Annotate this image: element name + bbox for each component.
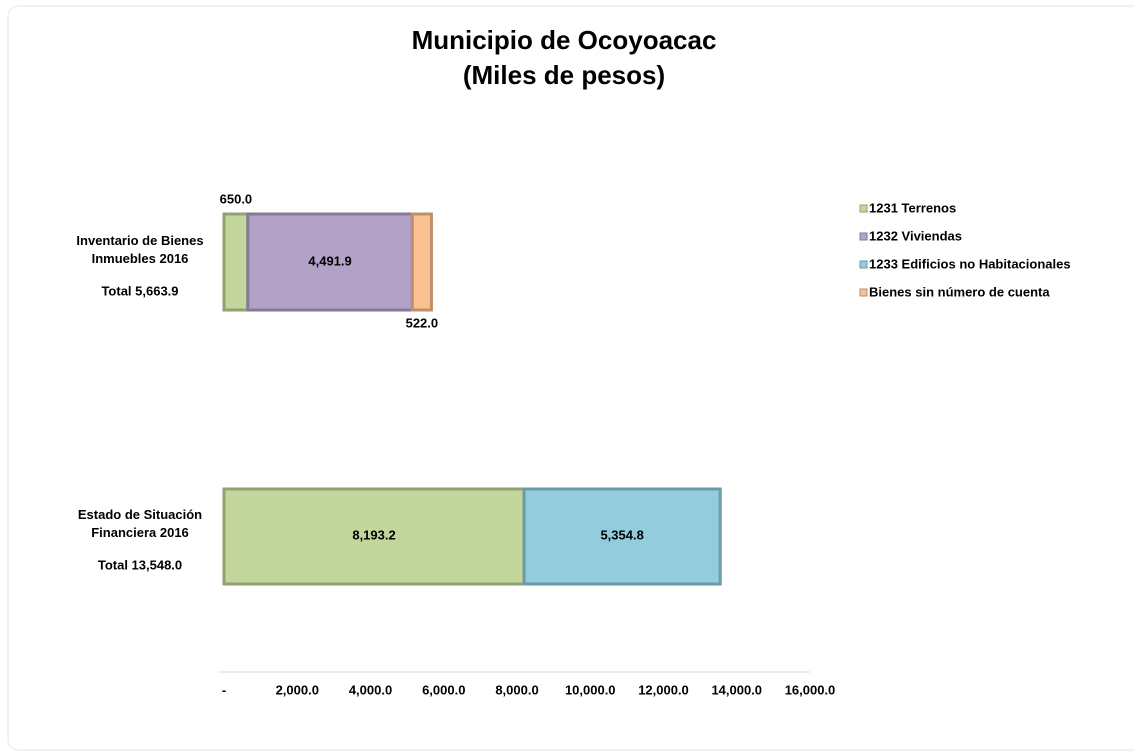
x-tick-label: 8,000.0 — [495, 682, 538, 697]
x-tick-label: 6,000.0 — [422, 682, 465, 697]
value-label: 8,193.2 — [352, 527, 395, 542]
value-label: 4,491.9 — [308, 253, 351, 268]
legend-label: Bienes sin número de cuenta — [869, 284, 1050, 299]
bar — [410, 212, 433, 312]
bar — [222, 212, 250, 312]
value-label: 522.0 — [406, 315, 439, 330]
legend-swatch — [859, 260, 868, 269]
bar — [522, 487, 722, 586]
category-label: Estado de Situación Financiera 2016 — [78, 507, 202, 540]
legend-label: 1231 Terrenos — [869, 200, 956, 215]
chart-title: Municipio de Ocoyoacac — [412, 25, 717, 55]
x-tick-label: 12,000.0 — [638, 682, 689, 697]
legend-swatch — [859, 204, 868, 213]
category-total: Total 5,663.9 — [101, 283, 178, 298]
value-label: 650.0 — [220, 191, 253, 206]
x-tick-label: 2,000.0 — [276, 682, 319, 697]
value-label: 5,354.8 — [600, 527, 643, 542]
x-tick-label: 10,000.0 — [565, 682, 616, 697]
category-total: Total 13,548.0 — [98, 557, 182, 572]
legend-swatch — [859, 232, 868, 241]
chart-subtitle: (Miles de pesos) — [463, 60, 665, 90]
legend-label: 1233 Edificios no Habitacionales — [869, 256, 1071, 271]
legend-label: 1232 Viviendas — [869, 228, 962, 243]
category-label: Inventario de Bienes Inmuebles 2016 — [76, 233, 203, 266]
x-tick-label: 16,000.0 — [785, 682, 836, 697]
card — [7, 5, 1134, 751]
bar — [222, 487, 526, 586]
x-tick-label: - — [222, 682, 226, 697]
x-tick-label: 4,000.0 — [349, 682, 392, 697]
x-tick-label: 14,000.0 — [711, 682, 762, 697]
legend-swatch — [859, 288, 868, 297]
bar — [246, 212, 414, 312]
